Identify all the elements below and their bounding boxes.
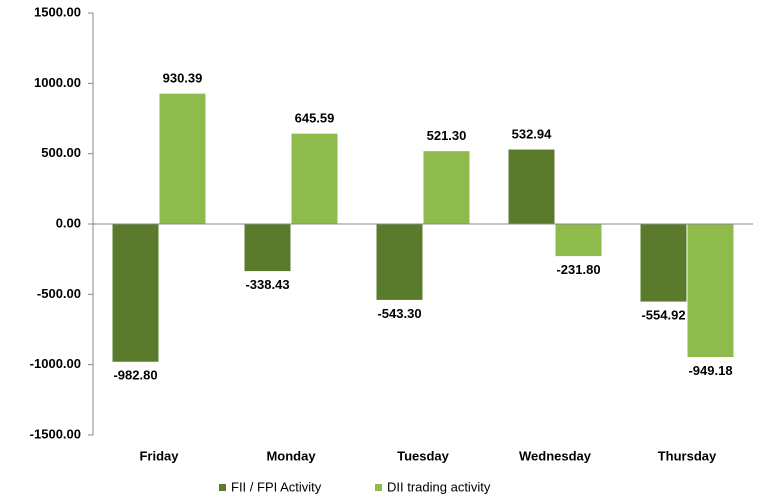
bar bbox=[639, 223, 688, 303]
x-tick-label: Monday bbox=[266, 448, 316, 463]
legend-swatch bbox=[375, 484, 382, 491]
data-label: -543.30 bbox=[377, 306, 421, 321]
data-label: -554.92 bbox=[641, 307, 685, 322]
bar bbox=[243, 223, 292, 273]
bar bbox=[158, 92, 207, 225]
bar bbox=[290, 132, 339, 225]
x-tick-label: Tuesday bbox=[397, 448, 450, 463]
bar bbox=[422, 150, 471, 225]
bar bbox=[554, 223, 603, 258]
data-label: 930.39 bbox=[163, 71, 203, 86]
legend-label: FII / FPI Activity bbox=[231, 479, 322, 494]
y-tick-label: 1500.00 bbox=[34, 4, 81, 19]
data-label: -949.18 bbox=[688, 363, 732, 378]
x-tick-label: Thursday bbox=[658, 448, 717, 463]
y-tick-label: -1500.00 bbox=[30, 426, 81, 441]
data-label: 532.94 bbox=[512, 126, 553, 141]
data-label: -231.80 bbox=[556, 262, 600, 277]
y-tick-label: 0.00 bbox=[56, 215, 81, 230]
y-tick-label: -500.00 bbox=[37, 286, 81, 301]
legend-label: DII trading activity bbox=[387, 479, 491, 494]
bar bbox=[686, 223, 735, 359]
legend-swatch bbox=[219, 484, 226, 491]
data-label: -982.80 bbox=[113, 368, 157, 383]
bar bbox=[111, 223, 160, 363]
y-tick-label: 1000.00 bbox=[34, 75, 81, 90]
x-tick-label: Friday bbox=[139, 448, 179, 463]
y-tick-label: 500.00 bbox=[41, 145, 81, 160]
bar bbox=[375, 223, 424, 301]
data-label: 521.30 bbox=[427, 128, 467, 143]
data-label: 645.59 bbox=[295, 111, 335, 126]
data-label: -338.43 bbox=[245, 277, 289, 292]
x-tick-label: Wednesday bbox=[519, 448, 592, 463]
y-tick-label: -1000.00 bbox=[30, 356, 81, 371]
bar bbox=[507, 148, 556, 225]
